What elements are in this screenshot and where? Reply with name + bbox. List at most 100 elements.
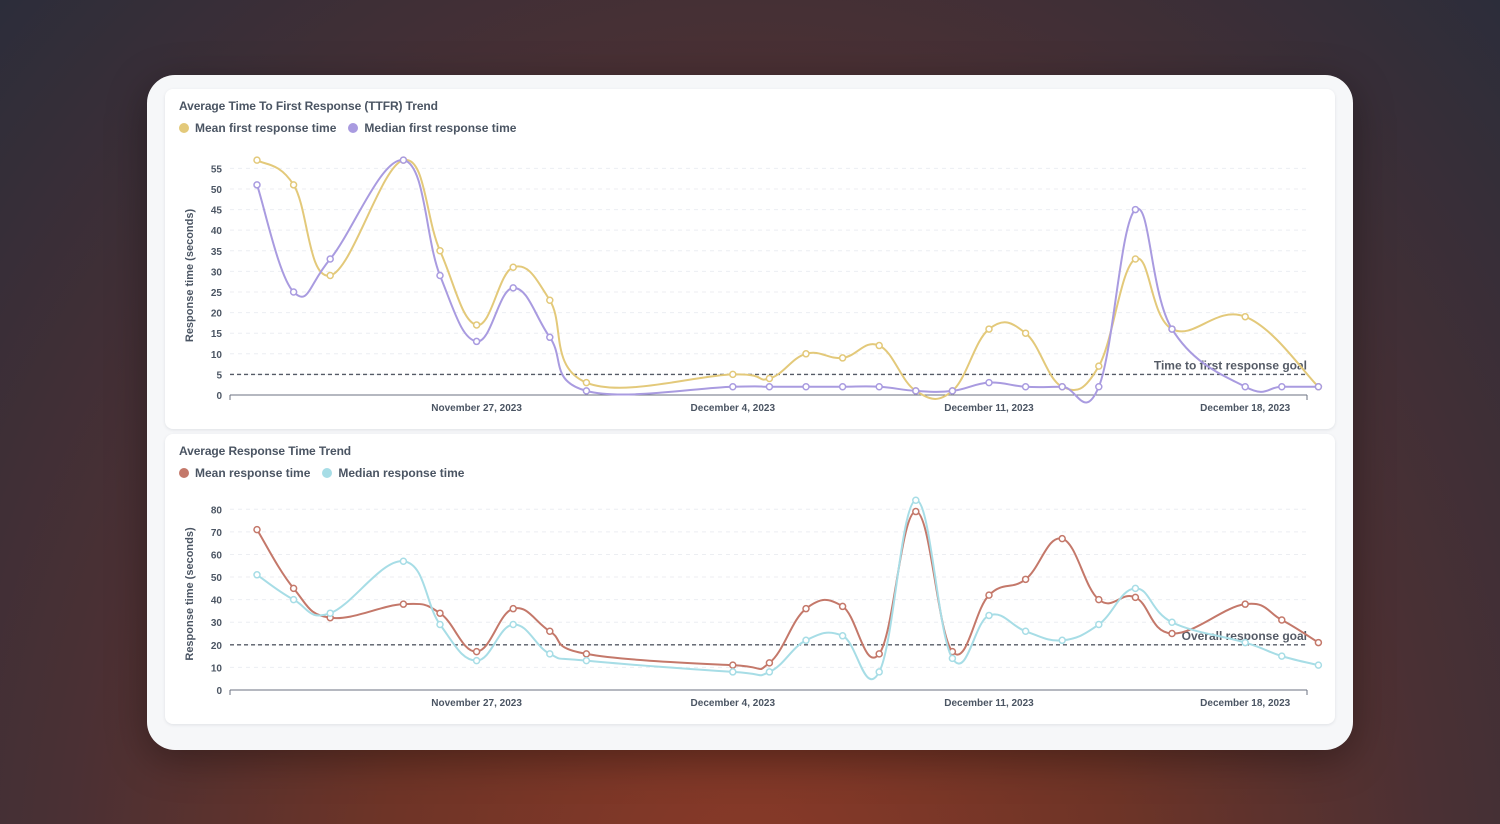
data-point xyxy=(1131,584,1140,593)
data-point xyxy=(985,325,993,333)
x-tick-label: November 27, 2023 xyxy=(431,698,522,709)
data-point xyxy=(765,668,774,676)
data-point xyxy=(1021,383,1030,391)
data-point xyxy=(1095,595,1103,604)
data-point xyxy=(1314,661,1323,669)
y-tick-label: 10 xyxy=(211,663,223,674)
data-point xyxy=(875,383,883,391)
data-point xyxy=(1314,383,1323,391)
data-point xyxy=(1021,329,1030,337)
ttfr-chart-svg: 0 5 10 15 20 25 30 35 40 45 50 55 November 27, 2023 D… xyxy=(184,156,1323,414)
x-tick-label: December 4, 2023 xyxy=(691,698,776,709)
data-point xyxy=(1131,255,1140,263)
data-point xyxy=(582,387,591,395)
y-tick-label: 30 xyxy=(211,618,223,629)
y-tick-label: 40 xyxy=(211,226,223,237)
ttfr-chart-panel: Average Time To First Response (TTFR) Tr… xyxy=(165,89,1335,429)
data-point xyxy=(912,507,920,516)
response-time-chart-svg: 0 10 20 30 40 50 60 70 80 November 27, 2023 Decemb… xyxy=(184,496,1323,709)
legend-label: Mean first response time xyxy=(195,121,337,135)
data-point xyxy=(1168,629,1176,638)
y-tick-label: 0 xyxy=(216,686,222,697)
goal-label: Time to first response goal xyxy=(1154,358,1307,372)
chart-title: Average Time To First Response (TTFR) Tr… xyxy=(179,99,438,113)
chart-legend: Mean response time Median response time xyxy=(179,466,464,480)
data-point xyxy=(582,378,591,387)
data-point xyxy=(729,661,737,669)
data-point xyxy=(1314,638,1323,647)
y-tick-label: 50 xyxy=(211,573,223,584)
data-point xyxy=(765,659,774,667)
legend-dot xyxy=(322,468,333,478)
legend-item-mean[interactable]: Mean response time xyxy=(179,466,310,480)
data-point xyxy=(326,609,334,617)
data-point xyxy=(729,668,737,676)
x-tick-label: December 18, 2023 xyxy=(1200,403,1291,414)
legend-item-mean[interactable]: Mean first response time xyxy=(179,121,336,135)
data-point xyxy=(253,181,261,189)
data-point xyxy=(729,370,737,379)
data-point xyxy=(436,247,444,255)
data-point xyxy=(546,650,554,658)
legend-dot xyxy=(179,123,189,133)
data-point xyxy=(436,271,444,280)
data-point xyxy=(472,321,481,329)
y-tick-label: 10 xyxy=(211,350,223,361)
data-point xyxy=(1241,312,1249,321)
legend-item-median[interactable]: Median response time xyxy=(322,466,464,480)
data-point xyxy=(326,255,334,263)
x-tick-label: December 4, 2023 xyxy=(691,403,776,414)
data-point xyxy=(948,654,957,663)
data-point xyxy=(472,647,481,656)
data-point xyxy=(912,496,920,505)
data-point xyxy=(875,341,883,350)
data-point xyxy=(472,656,481,665)
data-point xyxy=(436,620,444,629)
series-line-mean xyxy=(256,510,1319,671)
data-point xyxy=(838,383,847,391)
legend-item-median[interactable]: Median first response time xyxy=(348,121,516,135)
data-point xyxy=(289,595,298,604)
y-tick-label: 80 xyxy=(211,505,223,516)
y-tick-label: 40 xyxy=(211,596,223,607)
data-point xyxy=(765,383,774,391)
data-point xyxy=(289,288,298,296)
data-point xyxy=(985,611,993,620)
response-time-chart-panel: Average Response Time Trend Mean respons… xyxy=(165,434,1335,724)
data-point xyxy=(1058,383,1066,391)
data-point xyxy=(253,156,261,164)
y-tick-label: 5 xyxy=(216,370,222,381)
data-point xyxy=(1095,383,1103,391)
data-point xyxy=(326,271,334,280)
data-point xyxy=(802,604,810,613)
data-point xyxy=(509,604,517,613)
y-tick-label: 35 xyxy=(211,247,223,258)
y-tick-label: 70 xyxy=(211,528,223,539)
y-tick-label: 55 xyxy=(211,164,223,175)
x-tick-label: December 11, 2023 xyxy=(944,698,1034,709)
data-point xyxy=(1241,383,1249,391)
legend-dot xyxy=(348,123,359,133)
data-point xyxy=(1021,575,1030,584)
data-point xyxy=(509,284,517,292)
chart-legend: Mean first response time Median first re… xyxy=(179,121,516,135)
data-point xyxy=(985,591,993,599)
data-point xyxy=(1241,638,1249,647)
legend-dot xyxy=(179,468,189,478)
y-tick-label: 30 xyxy=(211,267,223,278)
data-point xyxy=(1131,593,1140,602)
data-point xyxy=(765,374,774,383)
data-point xyxy=(802,350,810,358)
y-axis-label: Response time (seconds) xyxy=(184,209,196,343)
chart-title: Average Response Time Trend xyxy=(179,444,352,458)
data-point xyxy=(546,333,554,342)
data-point xyxy=(1168,325,1176,333)
data-point xyxy=(1278,616,1286,624)
y-tick-label: 50 xyxy=(211,185,223,196)
data-point xyxy=(436,609,444,617)
y-tick-label: 45 xyxy=(211,206,223,217)
data-point xyxy=(399,156,408,164)
data-point xyxy=(1168,618,1176,626)
data-point xyxy=(838,354,847,362)
legend-label: Median response time xyxy=(338,466,465,480)
